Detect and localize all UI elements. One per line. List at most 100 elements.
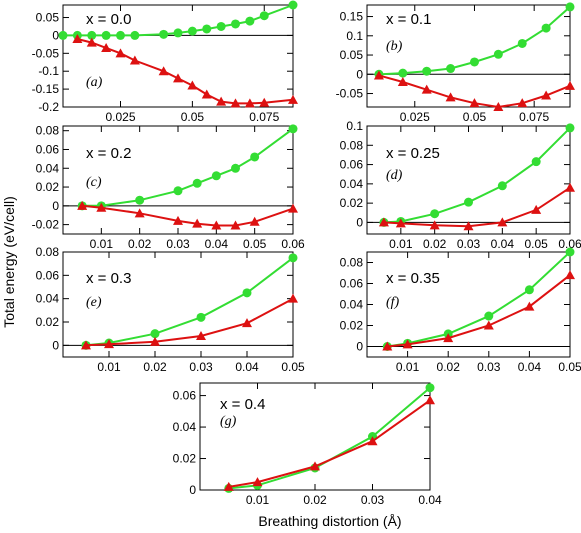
data-point [517, 38, 527, 48]
data-point [252, 477, 263, 487]
x-tick-label: 0.075 [249, 110, 279, 124]
panel-label: x = 0.3 [86, 270, 131, 287]
panel-1: 0.025 0.05 0.075 -0.2 -0.15 -0.1 -0.05 0 0.05 x =… [32, 0, 298, 124]
panel-tag: (g) [220, 414, 237, 429]
data-point [430, 209, 440, 219]
series-1 [379, 123, 575, 227]
x-tick-label: 0.02 [143, 360, 167, 374]
x-tick-label: 0.03 [166, 237, 190, 251]
data-point [230, 98, 241, 108]
panel-label: x = 0.0 [86, 11, 131, 28]
y-tick-label: 0.06 [173, 389, 197, 403]
data-point [517, 98, 528, 108]
data-point [130, 30, 140, 40]
data-point [469, 98, 480, 108]
data-point [425, 383, 435, 393]
panel-7: 0.01 0.02 0.03 0.04 0 0.02 0.04 0.06 x = 0.4(g) [173, 382, 442, 507]
y-tick-label: 0.06 [36, 268, 60, 282]
data-point [134, 208, 145, 218]
y-tick-label: 0 [52, 28, 59, 42]
data-point [187, 26, 197, 36]
data-point [216, 21, 226, 31]
x-tick-label: 0.01 [246, 493, 270, 507]
x-tick-label: 0.06 [558, 237, 581, 251]
panel-3: 0.01 0.02 0.03 0.04 0.05 0.06 -0.02 0 0.02 0.04 0.… [32, 124, 305, 251]
y-tick-label: 0 [52, 199, 59, 213]
data-point [541, 90, 552, 100]
y-tick-label: 0 [52, 338, 59, 352]
y-tick-label: -0.1 [38, 64, 59, 78]
y-tick-label: 0.04 [340, 298, 364, 312]
y-tick-label: 0.06 [340, 277, 364, 291]
data-point [288, 124, 298, 134]
data-point [242, 318, 252, 328]
series-line [383, 186, 571, 228]
panel-label: x = 0.25 [386, 145, 440, 162]
data-point [196, 331, 206, 340]
x-tick-label: 0.03 [189, 360, 213, 374]
y-tick-label: 0.02 [173, 452, 197, 466]
y-tick-label: 0 [356, 340, 363, 354]
data-point [173, 215, 183, 225]
y-tick-label: 0.1 [346, 119, 363, 133]
x-tick-label: 0.04 [518, 360, 542, 374]
y-tick-label: 0.15 [340, 10, 364, 24]
x-tick-label: 0.01 [396, 360, 420, 374]
data-point [115, 48, 126, 58]
x-axis-title: Breathing distortion (Å) [258, 513, 401, 529]
x-tick-label: 0.01 [389, 237, 413, 251]
y-tick-label: 0.04 [36, 292, 60, 306]
data-point [259, 97, 270, 107]
data-point [531, 157, 541, 167]
x-tick-label: 0.05 [463, 110, 487, 124]
data-point [378, 217, 389, 227]
data-point [187, 80, 198, 90]
data-point [192, 218, 203, 228]
y-tick-label: 0.04 [36, 161, 60, 175]
y-tick-label: 0 [189, 483, 196, 497]
x-tick-label: 0.01 [90, 237, 114, 251]
x-tick-label: 0.03 [361, 493, 385, 507]
data-point [565, 80, 575, 90]
data-point [173, 73, 183, 83]
y-tick-label: 0.04 [173, 420, 197, 434]
data-point [288, 293, 298, 303]
data-point [497, 181, 507, 191]
data-point [565, 2, 575, 12]
series-2 [373, 70, 575, 111]
y-tick-label: 0.02 [36, 180, 60, 194]
data-point [373, 70, 384, 80]
panel-tag: (e) [86, 295, 102, 310]
data-point [395, 218, 406, 228]
data-point [150, 336, 160, 346]
y-tick-label: 0.05 [36, 11, 60, 25]
data-point [288, 203, 298, 213]
data-point [81, 340, 91, 350]
x-tick-label: 0.05 [524, 237, 548, 251]
data-point [310, 461, 320, 471]
plot-frame [62, 251, 294, 358]
series-1 [81, 253, 298, 350]
y-tick-label: 0.1 [346, 29, 363, 43]
data-point [422, 66, 432, 76]
data-point [367, 436, 378, 446]
data-point [382, 341, 393, 351]
series-2 [382, 270, 575, 351]
data-point [469, 57, 479, 67]
y-tick-label: -0.15 [32, 82, 60, 96]
data-point [129, 55, 140, 65]
data-point [524, 301, 535, 311]
y-tick-label: -0.05 [32, 46, 60, 60]
x-tick-label: 0.04 [418, 493, 442, 507]
data-point [464, 197, 473, 207]
data-point [443, 333, 454, 343]
x-tick-label: 0.04 [205, 237, 229, 251]
y-tick-label: -0.02 [32, 218, 60, 232]
data-point [244, 98, 255, 108]
data-point [72, 34, 83, 43]
x-tick-label: 0.05 [243, 237, 267, 251]
panel-label: x = 0.2 [86, 145, 131, 162]
data-point [565, 123, 575, 133]
data-point [216, 96, 227, 106]
